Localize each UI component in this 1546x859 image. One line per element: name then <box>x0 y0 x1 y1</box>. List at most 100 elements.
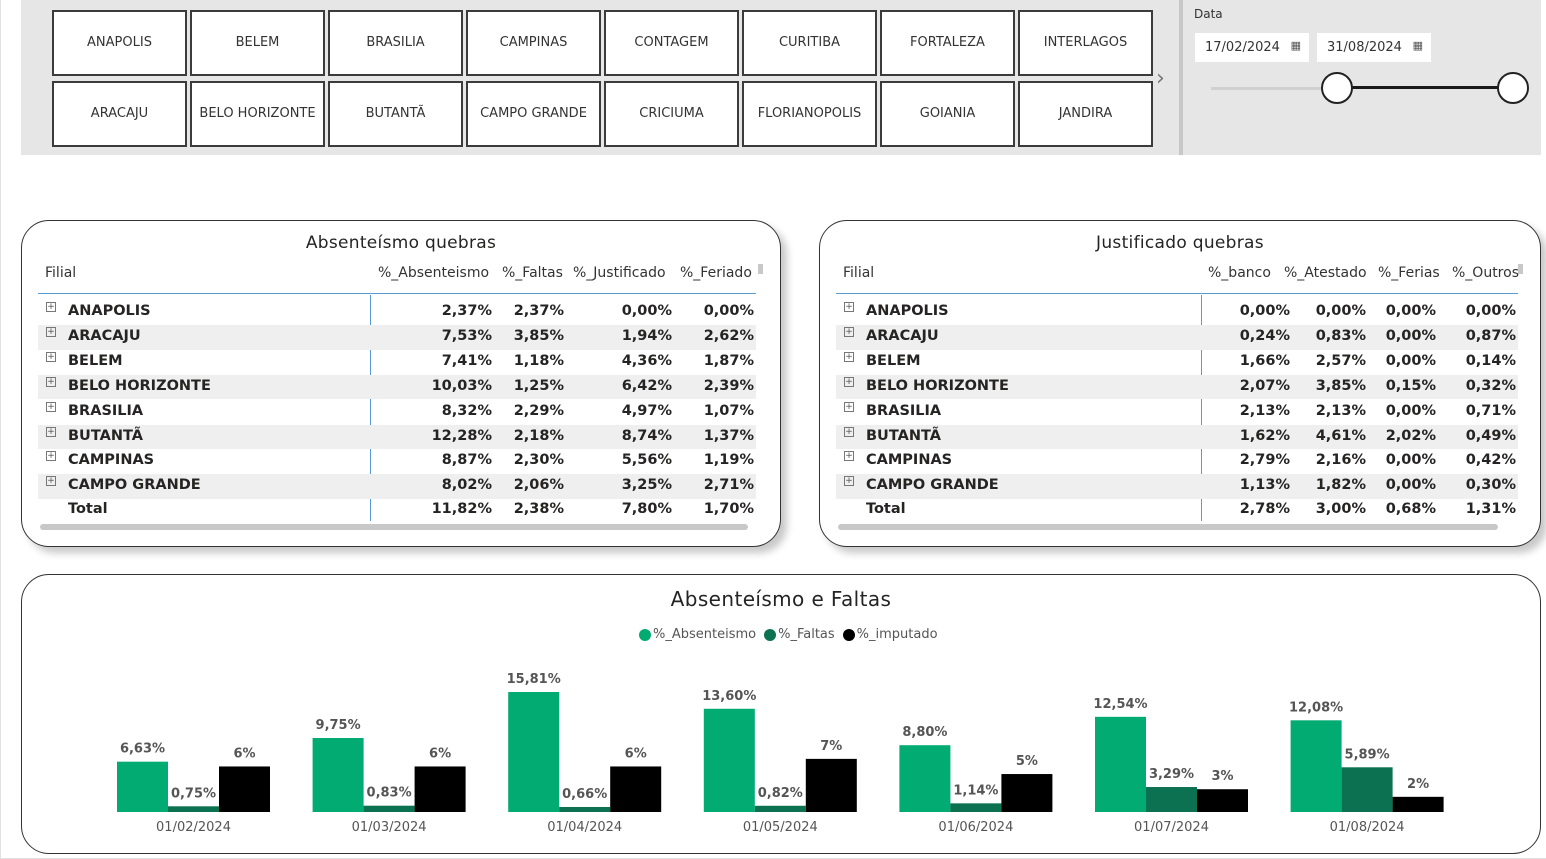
expand-icon[interactable]: + <box>46 351 56 362</box>
tile-criciuma[interactable]: CRICIUMA <box>604 81 739 147</box>
expand-icon[interactable]: + <box>844 401 854 412</box>
expand-icon[interactable]: + <box>46 401 56 412</box>
column-header[interactable]: Filial <box>45 265 77 281</box>
bar-faltas[interactable] <box>950 803 1002 812</box>
tile-florianopolis[interactable]: FLORIANOPOLIS <box>742 81 877 147</box>
slider-end-handle[interactable] <box>1497 72 1529 104</box>
column-header[interactable]: %_banco <box>1208 265 1271 281</box>
table-row[interactable]: + BELEM 7,41% 1,18% 4,36% 1,87% <box>38 350 756 375</box>
start-date-input[interactable]: 17/02/2024 ▦ <box>1195 33 1309 62</box>
column-header[interactable]: %_Justificado <box>573 265 666 281</box>
bar-faltas[interactable] <box>559 806 611 812</box>
bar-absenteismo[interactable] <box>117 761 168 812</box>
bar-absenteismo[interactable] <box>703 708 755 812</box>
bar-absenteismo[interactable] <box>1095 716 1146 812</box>
bar-absenteismo[interactable] <box>312 737 364 812</box>
expand-icon[interactable]: + <box>844 476 854 487</box>
end-date-input[interactable]: 31/08/2024 ▦ <box>1317 33 1431 62</box>
column-header[interactable]: %_Faltas <box>502 265 563 281</box>
expand-icon[interactable]: + <box>46 326 56 337</box>
bar-faltas[interactable] <box>754 805 806 812</box>
legend-item-absenteismo[interactable]: %_Absenteismo <box>639 627 756 642</box>
tile-jandira[interactable]: JANDIRA <box>1018 81 1153 147</box>
absenteismo-table-card: Absenteísmo quebras Filial %_Absenteismo… <box>21 220 781 547</box>
bar-imputado[interactable] <box>1197 789 1248 812</box>
table-row[interactable]: + ARACAJU 7,53% 3,85% 1,94% 2,62% <box>38 324 756 350</box>
tile-anapolis[interactable]: ANAPOLIS <box>52 10 187 76</box>
horizontal-scrollbar[interactable] <box>838 524 1498 530</box>
bar-imputado[interactable] <box>414 766 466 812</box>
table-row[interactable]: + BELEM 1,66% 2,57% 0,00% 0,14% <box>836 350 1518 375</box>
table-row[interactable]: + CAMPO GRANDE 1,13% 1,82% 0,00% 0,30% <box>836 474 1518 500</box>
column-header[interactable]: %_Atestado <box>1284 265 1367 281</box>
expand-icon[interactable]: + <box>844 426 854 437</box>
bar-absenteismo[interactable] <box>1290 720 1342 812</box>
table-cell: 8,87% <box>441 452 492 469</box>
table-row[interactable]: + CAMPINAS 2,79% 2,16% 0,00% 0,42% <box>836 449 1518 474</box>
bar-faltas[interactable] <box>168 806 219 812</box>
horizontal-scrollbar[interactable] <box>40 524 748 530</box>
absenteismo-faltas-chart-card: 6,63% 0,75% 6% 01/02/2024 9,75% 0,83% 6% 01/03/… <box>21 574 1541 854</box>
expand-icon[interactable]: + <box>46 476 56 487</box>
table-row[interactable]: + ANAPOLIS 0,00% 0,00% 0,00% 0,00% <box>836 300 1518 325</box>
vertical-scrollbar[interactable] <box>758 264 763 274</box>
tile-aracaju[interactable]: ARACAJU <box>52 81 187 147</box>
bar-absenteismo[interactable] <box>899 745 951 812</box>
legend-item-faltas[interactable]: %_Faltas <box>764 627 835 642</box>
table-row[interactable]: + BUTANTÃ 1,62% 4,61% 2,02% 0,49% <box>836 424 1518 450</box>
bar-absenteismo[interactable] <box>508 692 560 812</box>
table-row[interactable]: + BRASILIA 2,13% 2,13% 0,00% 0,71% <box>836 400 1518 425</box>
slider-start-handle[interactable] <box>1321 72 1353 104</box>
bar-imputado[interactable] <box>1001 774 1053 812</box>
table-row[interactable]: + BUTANTÃ 12,28% 2,18% 8,74% 1,37% <box>38 424 756 450</box>
slider-track <box>1211 87 1341 90</box>
tile-butanta[interactable]: BUTANTÃ <box>328 81 463 147</box>
expand-icon[interactable]: + <box>46 376 56 387</box>
table-row[interactable]: + CAMPO GRANDE 8,02% 2,06% 3,25% 2,71% <box>38 474 756 500</box>
chevron-right-icon[interactable]: › <box>1156 66 1165 91</box>
column-header[interactable]: %_Feriado <box>680 265 752 281</box>
tile-goiania[interactable]: GOIANIA <box>880 81 1015 147</box>
tile-brasilia[interactable]: BRASILIA <box>328 10 463 76</box>
table-row[interactable]: + ARACAJU 0,24% 0,83% 0,00% 0,87% <box>836 324 1518 350</box>
column-header[interactable]: %_Ferias <box>1378 265 1440 281</box>
table-row[interactable]: + ANAPOLIS 2,37% 2,37% 0,00% 0,00% <box>38 300 756 325</box>
column-header[interactable]: Filial <box>843 265 875 281</box>
expand-icon[interactable]: + <box>46 302 56 312</box>
bar-imputado[interactable] <box>219 766 270 812</box>
column-header[interactable]: %_Absenteismo <box>378 265 490 281</box>
tile-campo-grande[interactable]: CAMPO GRANDE <box>466 81 601 147</box>
expand-icon[interactable]: + <box>844 351 854 362</box>
expand-icon[interactable]: + <box>844 302 854 312</box>
table-cell: 0,14% <box>1465 352 1516 369</box>
bar-faltas[interactable] <box>363 805 415 812</box>
calendar-icon[interactable]: ▦ <box>1412 39 1423 52</box>
expand-icon[interactable]: + <box>844 376 854 387</box>
legend-label: %_Absenteismo <box>653 627 757 642</box>
bar-faltas[interactable] <box>1146 787 1197 812</box>
tile-curitiba[interactable]: CURITIBA <box>742 10 877 76</box>
tile-belem[interactable]: BELEM <box>190 10 325 76</box>
tile-campinas[interactable]: CAMPINAS <box>466 10 601 76</box>
tile-fortaleza[interactable]: FORTALEZA <box>880 10 1015 76</box>
column-header[interactable]: %_Outros <box>1452 265 1519 281</box>
table-row[interactable]: + BELO HORIZONTE 10,03% 1,25% 6,42% 2,39% <box>38 374 756 400</box>
expand-icon[interactable]: + <box>46 451 56 462</box>
bar-imputado[interactable] <box>610 766 662 812</box>
expand-icon[interactable]: + <box>844 326 854 337</box>
table-row[interactable]: + CAMPINAS 8,87% 2,30% 5,56% 1,19% <box>38 449 756 474</box>
bar-faltas[interactable] <box>1341 767 1393 812</box>
tile-contagem[interactable]: CONTAGEM <box>604 10 739 76</box>
legend-item-imputado[interactable]: %_imputado <box>842 627 938 642</box>
calendar-icon[interactable]: ▦ <box>1290 39 1301 52</box>
expand-icon[interactable]: + <box>844 451 854 462</box>
tile-belo-horizonte[interactable]: BELO HORIZONTE <box>190 81 325 147</box>
table-row[interactable]: + BELO HORIZONTE 2,07% 3,85% 0,15% 0,32% <box>836 374 1518 400</box>
expand-icon[interactable]: + <box>46 426 56 437</box>
bar-imputado[interactable] <box>805 758 857 812</box>
table-row[interactable]: + BRASILIA 8,32% 2,29% 4,97% 1,07% <box>38 400 756 425</box>
tile-interlagos[interactable]: INTERLAGOS <box>1018 10 1153 76</box>
vertical-scrollbar[interactable] <box>1518 264 1523 274</box>
table-cell: 2,71% <box>703 477 754 494</box>
bar-imputado[interactable] <box>1392 796 1444 812</box>
